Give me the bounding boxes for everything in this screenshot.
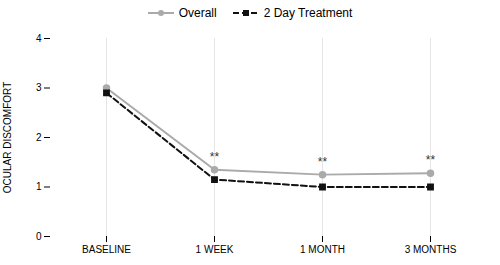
svg-text:3: 3 <box>36 82 42 93</box>
svg-text:**: ** <box>318 155 328 169</box>
svg-text:1 MONTH: 1 MONTH <box>300 244 345 255</box>
svg-text:**: ** <box>426 153 436 167</box>
svg-text:3 MONTHS: 3 MONTHS <box>405 244 457 255</box>
svg-text:1 WEEK: 1 WEEK <box>196 244 234 255</box>
html-text:2 Day Treatment: 2 Day Treatment <box>263 6 353 20</box>
html-text:Overall: Overall <box>178 6 217 20</box>
svg-text:OCULAR DISCOMFORT: OCULAR DISCOMFORT <box>2 82 13 194</box>
svg-text:1: 1 <box>36 181 42 192</box>
svg-text:4: 4 <box>36 33 42 44</box>
svg-text:0: 0 <box>36 231 42 242</box>
svg-text:**: ** <box>210 150 220 164</box>
svg-text:BASELINE: BASELINE <box>82 244 131 255</box>
svg-text:2: 2 <box>36 132 42 143</box>
